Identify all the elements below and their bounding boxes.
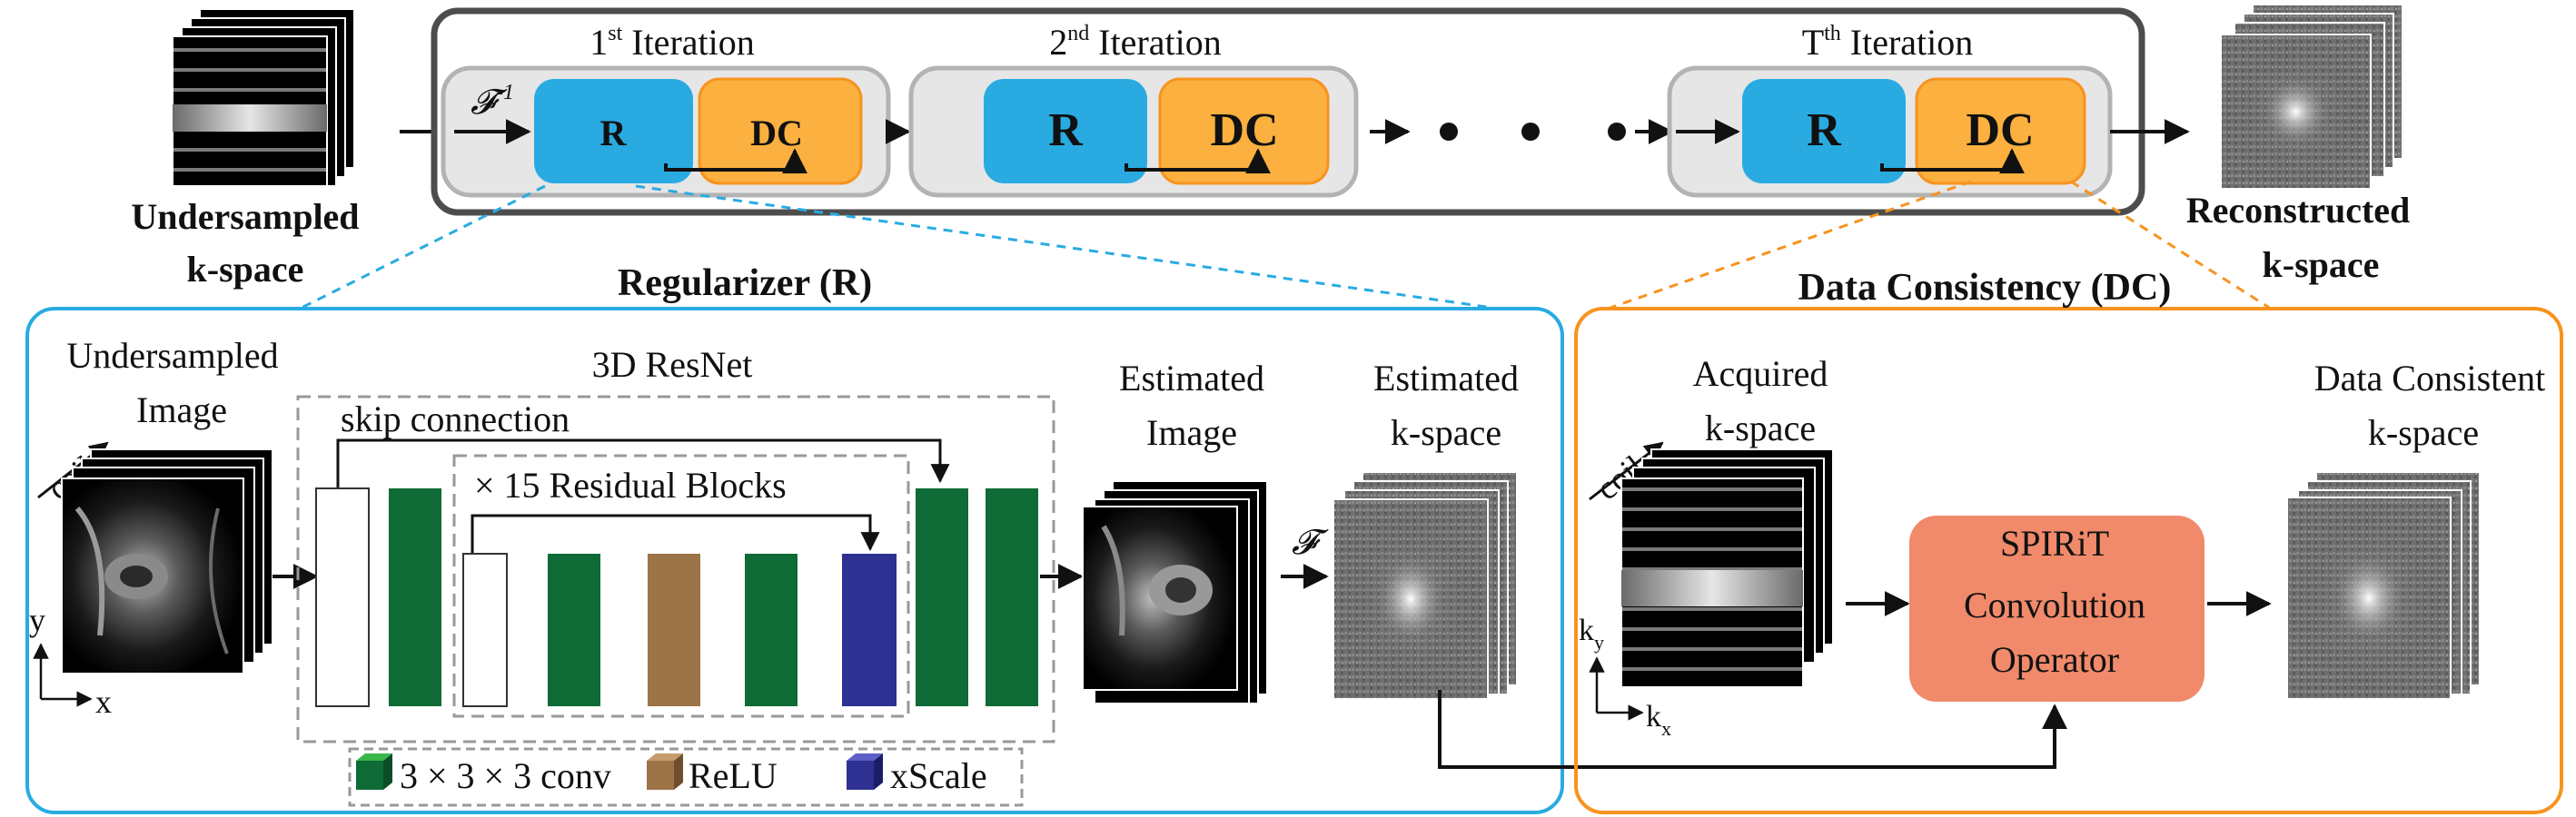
axis-x-label: x [95, 684, 112, 720]
kspace-to-operator-arrow [1438, 690, 2067, 769]
iteration-1-r-block [534, 79, 693, 183]
undersampled-image-label-line1: Undersampled [66, 335, 278, 376]
green-cube-icon [356, 753, 392, 790]
residual-connection-arrow [471, 514, 880, 554]
legend-relu-label: ReLU [689, 755, 778, 796]
estimated-kspace-label-line2: k-space [1391, 412, 1501, 453]
consistent-kspace-stack-icon [2286, 471, 2481, 700]
acquired-kspace-label-line1: Acquired [1693, 353, 1828, 394]
iteration-1-dc-block [698, 77, 863, 185]
iteration-2-r-label: R [1048, 104, 1084, 156]
iteration-t-r-block [1742, 79, 1906, 183]
resnet-conv-layer-1 [389, 488, 441, 706]
iteration-1-r-label: R [600, 113, 628, 153]
undersampled-kspace-label-line1: Undersampled [131, 196, 359, 237]
reconstructed-kspace-label-line1: Reconstructed [2186, 190, 2411, 231]
operator-label-line2: Convolution [1964, 585, 2145, 625]
undersampled-kspace-label-line2: k-space [187, 249, 304, 290]
undersampled-image-label-line2: Image [136, 389, 227, 430]
residual-xscale-layer [842, 554, 897, 706]
iteration-2-dc-block [1158, 77, 1330, 185]
data-consistency-title: Data Consistency (DC) [1798, 267, 2172, 309]
estimated-mri-image-stack-icon [1082, 480, 1268, 704]
fourier-symbol: 𝓕 [1292, 524, 1329, 562]
resnet-conv-layer-3 [986, 488, 1038, 706]
blue-cube-icon [847, 753, 883, 790]
reconstructed-kspace-stack-icon [2220, 4, 2403, 190]
iteration-t-dc-block [1915, 77, 2086, 185]
iteration-2-label: 2nd Iteration [1049, 22, 1222, 63]
acquired-kspace-stack-icon [1620, 448, 1834, 688]
dc-zoom-line-right [2070, 180, 2272, 310]
ellipsis-dot-3 [1608, 123, 1626, 141]
residual-conv-layer-2 [745, 554, 798, 706]
regularizer-title: Regularizer (R) [618, 262, 872, 304]
regularizer-zoom-line-left [299, 184, 546, 310]
legend-conv-label: 3 × 3 × 3 conv [400, 755, 611, 796]
legend-xscale-label: xScale [890, 755, 987, 796]
skip-connection-label: skip connection [341, 399, 570, 439]
axis-y-label: y [29, 602, 45, 638]
ellipsis-dot-1 [1440, 123, 1458, 141]
estimated-image-label-line1: Estimated [1119, 358, 1264, 399]
estimated-kspace-label-line1: Estimated [1373, 358, 1519, 399]
regularizer-panel [25, 307, 1564, 814]
residual-blocks-dashed-frame [452, 454, 910, 718]
dc-coil-arrow [1589, 441, 1664, 501]
iteration-1-r-to-dc-arrow [664, 148, 807, 174]
iteration-t-label: Tth Iteration [1802, 22, 1974, 63]
estimated-kspace-stack-icon [1333, 471, 1518, 700]
iteration-2-r-to-dc-arrow [1125, 148, 1271, 174]
acquired-kspace-label-line2: k-space [1705, 408, 1816, 448]
data-consistency-panel [1574, 307, 2563, 814]
ellipsis-dot-2 [1521, 123, 1540, 141]
operator-label-line1: SPIRiT [2000, 523, 2109, 564]
consistent-kspace-label-line2: k-space [2368, 412, 2479, 453]
axis-kx-label: kx [1646, 700, 1671, 740]
iteration-2-r-block [984, 79, 1147, 183]
consistent-kspace-label-line1: Data Consistent [2314, 358, 2545, 399]
residual-conv-layer-1 [548, 554, 600, 706]
layer-legend-frame [348, 747, 1024, 807]
resnet-title: 3D ResNet [592, 344, 753, 385]
resnet-input-layer [315, 487, 370, 707]
iteration-t-dc-label: DC [1966, 104, 2034, 156]
iteration-1-label: 1st Iteration [590, 22, 755, 63]
estimated-image-label-line2: Image [1146, 412, 1237, 453]
residual-relu-layer [648, 554, 700, 706]
brown-cube-icon [647, 753, 683, 790]
undersampled-mri-image-stack-icon [61, 448, 273, 674]
axis-ky-label: ky [1579, 614, 1604, 654]
reconstructed-kspace-label-line2: k-space [2263, 244, 2380, 285]
iteration-t-r-to-dc-arrow [1880, 148, 2025, 174]
iteration-2-dc-label: DC [1210, 104, 1278, 156]
resnet-dashed-frame [296, 395, 1055, 743]
iteration-1-dc-label: DC [750, 113, 803, 153]
spirit-operator-block [1909, 516, 2204, 702]
regularizer-zoom-line-right [635, 184, 1500, 310]
operator-label-line3: Operator [1990, 639, 2119, 680]
undersampled-kspace-stack-icon [172, 8, 355, 187]
resnet-conv-layer-2 [916, 488, 968, 706]
skip-connection-arrow [336, 438, 950, 488]
residual-input-layer [462, 553, 508, 707]
iteration-t-r-label: R [1807, 104, 1842, 156]
residual-blocks-label: × 15 Residual Blocks [474, 465, 787, 506]
